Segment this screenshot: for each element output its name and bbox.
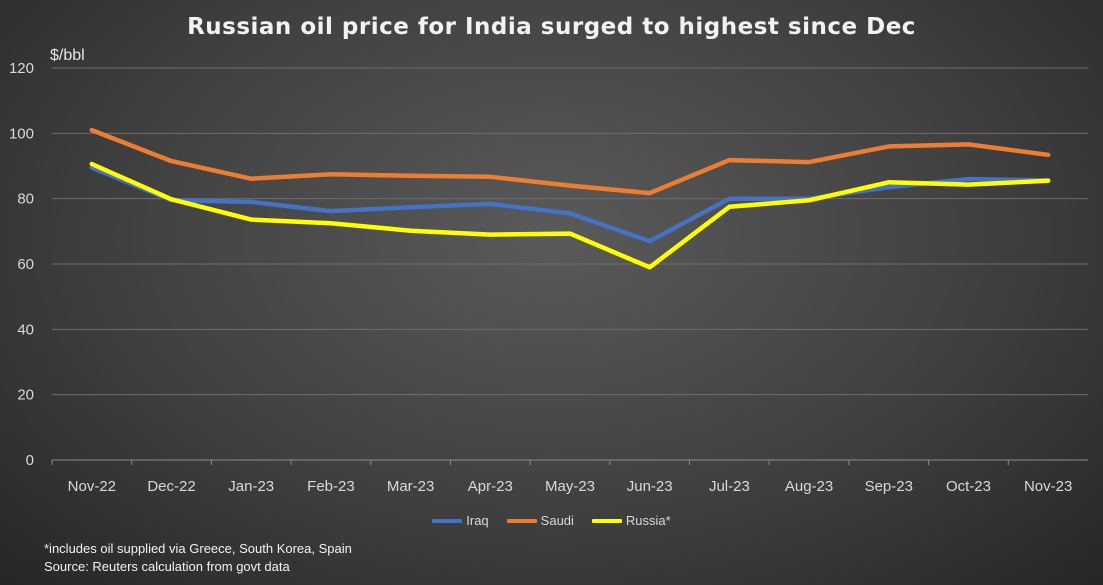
legend-swatch [432,518,463,523]
series-line-russia [89,161,1051,270]
x-tick-label: Dec-22 [147,478,195,495]
y-axis-unit-label: $/bbl [50,47,85,64]
y-tick-label: 100 [9,125,34,142]
y-tick-label: 0 [26,452,34,469]
chart-title: Russian oil price for India surged to hi… [187,14,916,40]
y-tick-label: 60 [17,256,34,273]
x-tick-label: Apr-23 [468,478,513,495]
y-tick-label: 120 [9,60,34,77]
series-line-iraq [89,165,1051,244]
x-tick-label: Nov-23 [1024,478,1072,495]
x-tick-label: Jul-23 [709,478,750,495]
gridlines [52,67,1088,461]
legend-swatch [591,518,622,523]
x-tick-label: Aug-23 [785,478,833,495]
legend-item-iraq: Iraq [432,513,489,528]
y-tick-label: 80 [17,191,34,208]
legend-item-russia: Russia* [591,513,671,528]
footnote-block: *includes oil supplied via Greece, South… [44,540,352,576]
legend-label: Saudi [540,513,574,528]
x-tick-label: Sep-23 [865,478,913,495]
footnote: *includes oil supplied via Greece, South… [44,541,352,556]
x-tick-labels: Nov-22 Dec-22 Jan-23 Feb-23 Mar-23 Apr-23 May-… [51,460,1072,495]
legend-item-saudi: Saudi [506,513,574,528]
x-tick-label: Jun-23 [627,478,673,495]
source-note: Source: Reuters calculation from govt da… [44,559,290,574]
legend-label: Iraq [466,513,489,528]
y-tick-label: 40 [17,321,34,338]
x-tick-label: Nov-22 [68,478,116,495]
series-lines [89,127,1051,270]
y-tick-labels: 0 20 40 60 80 100 120 [9,60,34,469]
x-tick-label: Jan-23 [228,478,274,495]
x-tick-label: Mar-23 [387,478,435,495]
legend-swatch [506,518,537,523]
x-tick-label: Feb-23 [307,478,355,495]
y-tick-label: 20 [17,387,34,404]
legend-label: Russia* [625,513,671,528]
x-tick-label: Oct-23 [946,478,991,495]
series-line-saudi [89,127,1051,196]
legend: Iraq Saudi Russia* [0,513,1103,528]
x-tick-label: May-23 [545,478,595,495]
